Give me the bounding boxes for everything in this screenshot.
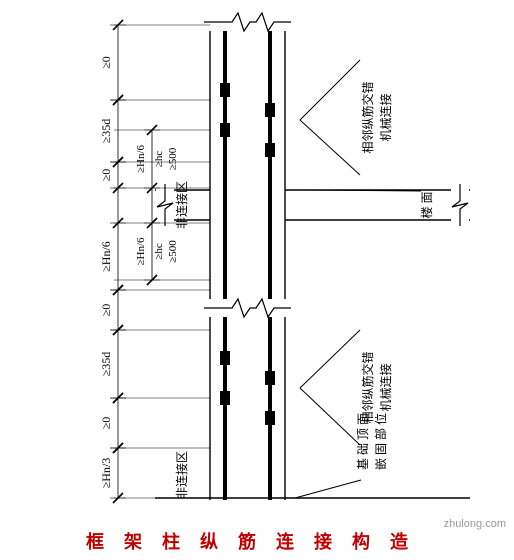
svg-text:非连接区: 非连接区: [174, 451, 189, 499]
svg-text:相邻纵筋交错: 相邻纵筋交错: [360, 81, 375, 153]
svg-text:≥0: ≥0: [99, 56, 113, 69]
svg-text:嵌 固 部 位: 嵌 固 部 位: [373, 413, 388, 470]
svg-text:非连接区: 非连接区: [174, 181, 189, 229]
svg-text:机械连接: 机械连接: [378, 93, 393, 141]
svg-text:≥500: ≥500: [167, 240, 179, 263]
rebar-connection-diagram: ≥0≥35d≥0≥Hn/6≥0≥35d≥0≥Hn/3≥Hn/6≥hc≥500≥H…: [0, 0, 514, 560]
svg-text:≥0: ≥0: [99, 169, 113, 182]
svg-text:≥500: ≥500: [167, 147, 179, 170]
svg-text:基 础 顶 面: 基 础 顶 面: [356, 413, 370, 470]
svg-text:≥0: ≥0: [99, 304, 113, 317]
svg-text:≥hc: ≥hc: [153, 151, 165, 168]
svg-text:≥Hn/3: ≥Hn/3: [99, 458, 113, 489]
svg-text:≥Hn/6: ≥Hn/6: [135, 237, 147, 266]
svg-text:楼 面: 楼 面: [419, 191, 434, 218]
svg-text:≥35d: ≥35d: [99, 352, 113, 377]
svg-text:≥Hn/6: ≥Hn/6: [99, 241, 113, 272]
svg-text:≥hc: ≥hc: [153, 243, 165, 260]
diagram-title: 框架柱纵筋连接构造: [0, 528, 514, 554]
watermark: zhulong.com: [444, 518, 506, 530]
svg-text:相邻纵筋交错: 相邻纵筋交错: [360, 351, 375, 423]
svg-text:机械连接: 机械连接: [378, 363, 393, 411]
svg-text:≥0: ≥0: [99, 417, 113, 430]
svg-text:≥35d: ≥35d: [99, 119, 113, 144]
svg-text:≥Hn/6: ≥Hn/6: [135, 144, 147, 173]
